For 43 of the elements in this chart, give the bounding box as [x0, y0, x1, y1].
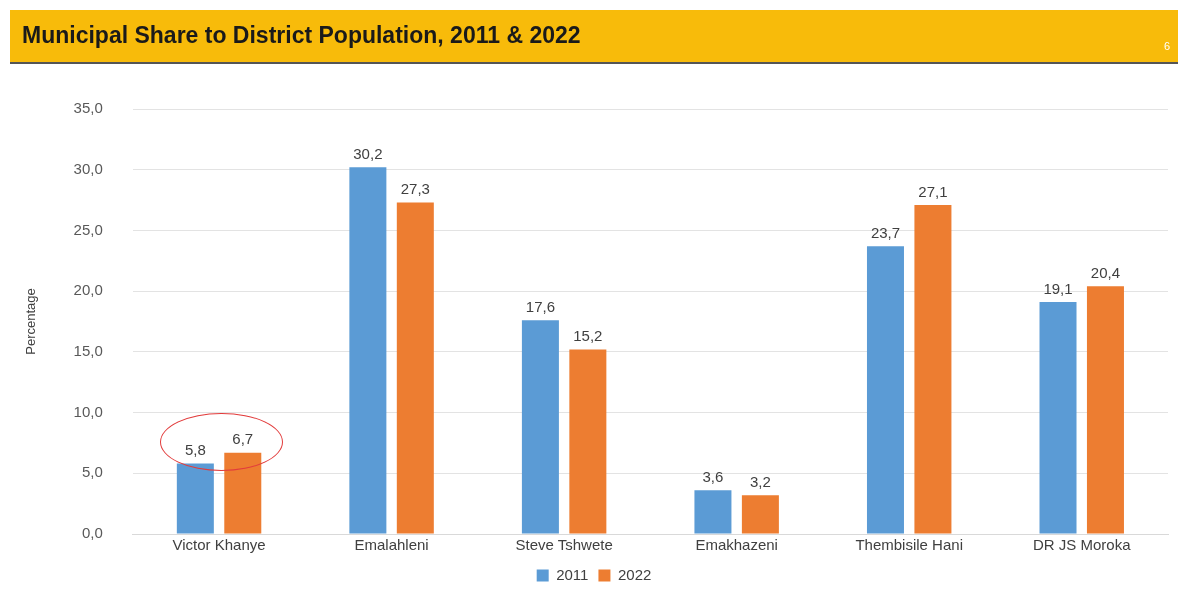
y-tick-label: 5,0 — [81, 463, 103, 481]
x-tick-label: Victor Khanye — [172, 536, 266, 554]
x-tick-label: Thembisile Hani — [855, 536, 963, 554]
data-label: 20,4 — [1090, 263, 1121, 281]
data-label: 6,7 — [232, 430, 254, 448]
x-tick-label: Emakhazeni — [695, 536, 778, 554]
data-label: 30,2 — [353, 144, 383, 162]
bar — [866, 246, 904, 534]
bar — [521, 320, 559, 534]
bar — [694, 490, 732, 534]
bar — [1039, 302, 1077, 534]
chart-title: Municipal Share to District Population, 2011 & 2022 — [22, 22, 581, 49]
data-label: 3,6 — [702, 467, 724, 485]
legend-label: 2022 — [617, 565, 652, 583]
bar — [1086, 286, 1124, 534]
x-tick-label: Emalahleni — [354, 536, 429, 554]
bar — [396, 202, 434, 534]
bar — [349, 167, 387, 534]
y-tick-label: 20,0 — [73, 281, 103, 299]
y-tick-label: 10,0 — [73, 402, 103, 420]
data-label: 3,2 — [749, 472, 771, 490]
bar — [224, 452, 262, 534]
bar — [569, 349, 607, 534]
y-tick-label: 25,0 — [73, 220, 103, 238]
data-label: 5,8 — [184, 441, 206, 459]
bar — [741, 495, 779, 534]
data-label: 27,1 — [918, 182, 948, 200]
legend-label: 2011 — [556, 565, 589, 583]
data-label: 23,7 — [870, 223, 901, 241]
text: 6 — [1163, 40, 1170, 52]
bar — [914, 204, 952, 534]
data-label: 19,1 — [1043, 279, 1073, 297]
y-tick-label: 35,0 — [73, 99, 103, 117]
y-axis-title: Percentage — [23, 288, 39, 355]
x-tick-label: DR JS Moroka — [1032, 536, 1132, 554]
x-tick-label: Steve Tshwete — [515, 536, 613, 554]
y-tick-label: 15,0 — [73, 342, 103, 359]
y-tick-label: 30,0 — [73, 159, 103, 177]
y-tick-label: 0,0 — [81, 524, 103, 542]
data-label: 15,2 — [573, 327, 603, 345]
data-label: 17,6 — [525, 297, 556, 315]
bar — [176, 463, 214, 534]
data-label: 27,3 — [400, 180, 430, 198]
